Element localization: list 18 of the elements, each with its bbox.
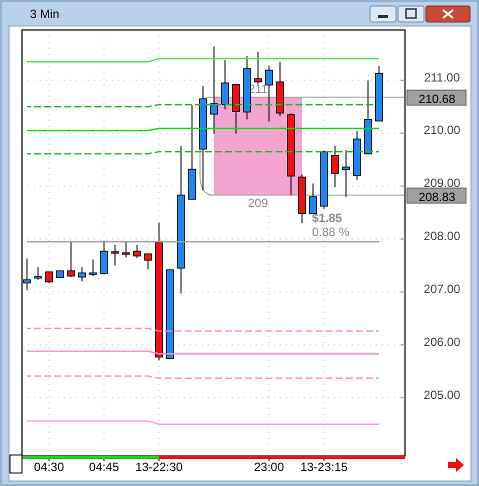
y-tick-label: 207.00 [424,282,461,296]
x-tick-label: 13-23:15 [300,460,348,474]
ref-line-label: 210.68 [418,92,456,106]
y-tick-label: 208.00 [424,229,461,244]
ref-line-label: 208.83 [418,190,456,204]
x-tick-label: 23:00 [254,460,284,474]
x-tick-label: 04:45 [88,460,120,474]
y-tick-label: 211.00 [424,70,460,84]
y-tick-label: 205.00 [424,388,461,402]
annotation: 0.88 % [312,225,350,240]
x-tick-label: 04:30 [34,460,64,474]
y-tick-label: 209.00 [424,176,461,190]
y-tick-label: 210.00 [424,123,461,138]
x-tick-label: 13-22:30 [135,460,184,474]
chart-title: 3 Min [30,7,60,21]
annotation: $1.85 [312,211,342,226]
annotation: 209 [248,196,268,210]
y-tick-label: 206.00 [424,334,461,349]
